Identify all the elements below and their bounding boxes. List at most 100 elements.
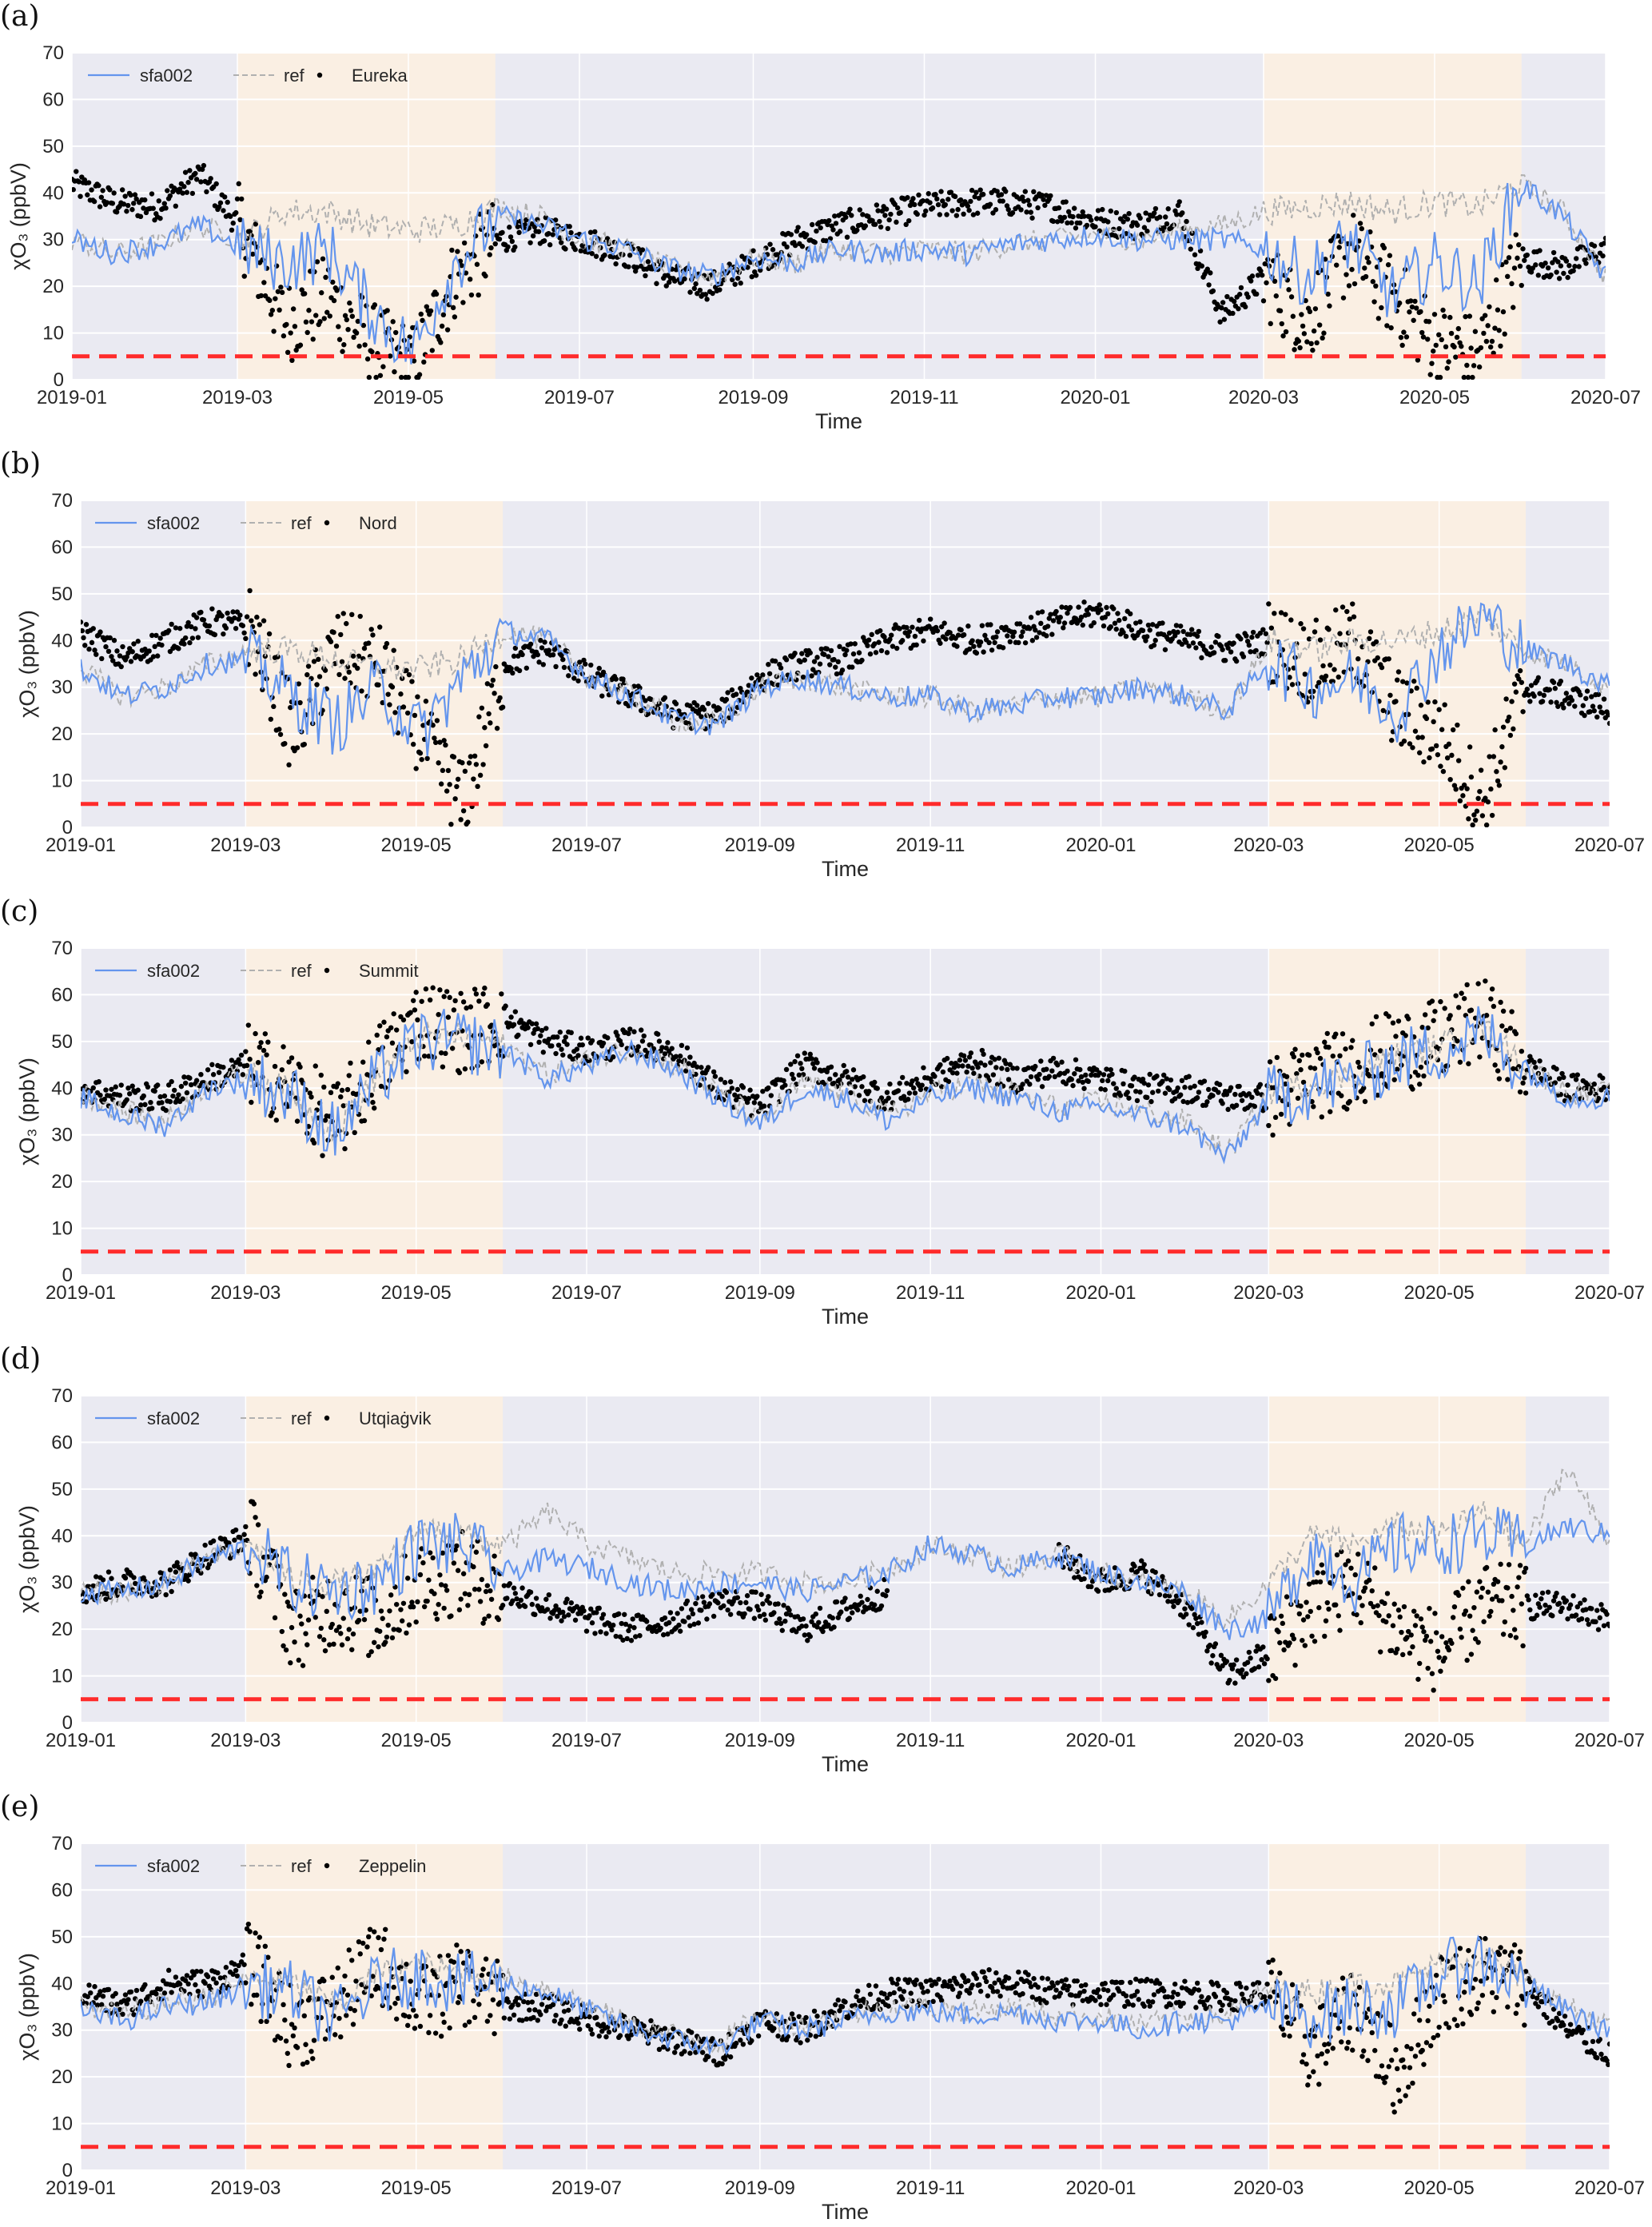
obs-point (809, 1619, 814, 1624)
obs-point (1308, 341, 1314, 347)
obs-point (1035, 610, 1041, 616)
obs-point (1471, 812, 1477, 818)
obs-point (286, 2062, 292, 2069)
obs-point (171, 1087, 177, 1094)
obs-point (948, 189, 954, 195)
obs-point (527, 1042, 534, 1047)
obs-point (546, 230, 551, 237)
obs-point (1244, 633, 1249, 639)
obs-point (1600, 253, 1606, 259)
obs-point (1224, 1659, 1230, 1664)
obs-point (1495, 778, 1501, 784)
obs-point (1511, 1066, 1516, 1072)
obs-point (890, 643, 896, 649)
obs-point (1523, 1090, 1529, 1096)
obs-point (141, 205, 146, 211)
obs-point (1601, 1623, 1607, 1628)
obs-point (177, 625, 183, 631)
obs-point (125, 202, 131, 209)
obs-point (516, 1604, 523, 1609)
obs-point (387, 1608, 392, 1614)
obs-point (1343, 1562, 1348, 1568)
obs-point (1084, 222, 1090, 229)
obs-point (1509, 281, 1515, 287)
obs-point (1506, 255, 1512, 261)
x-tick-label: 2019-07 (544, 387, 615, 408)
obs-point (468, 292, 475, 298)
obs-point (872, 221, 878, 227)
obs-point (838, 1609, 844, 1615)
obs-point (1344, 1106, 1350, 1112)
obs-point (635, 1044, 641, 1050)
obs-point (1152, 205, 1159, 212)
obs-point (1219, 305, 1224, 311)
obs-point (1292, 1662, 1298, 1668)
obs-point (191, 1972, 197, 1978)
obs-point (1122, 616, 1128, 622)
obs-point (265, 1954, 271, 1960)
obs-point (113, 1084, 118, 1090)
obs-point (1297, 345, 1303, 351)
obs-point (1425, 699, 1431, 705)
y-tick-label: 70 (51, 938, 73, 959)
obs-point (1308, 1065, 1313, 1070)
obs-point (232, 615, 237, 621)
obs-point (885, 225, 891, 232)
obs-point (1498, 999, 1503, 1006)
obs-point (1554, 269, 1559, 275)
obs-point (1101, 1072, 1107, 1078)
obs-point (1362, 265, 1367, 271)
obs-point (288, 704, 293, 711)
obs-point (505, 1999, 512, 2005)
obs-point (1080, 1079, 1085, 1086)
obs-point (535, 2018, 541, 2023)
obs-point (1589, 1606, 1594, 1611)
obs-point (783, 657, 790, 663)
obs-point (1563, 1598, 1569, 1604)
obs-point (1411, 317, 1416, 323)
obs-point (1016, 639, 1021, 646)
obs-point (1455, 1038, 1460, 1044)
obs-point (792, 1058, 798, 1065)
obs-point (410, 741, 416, 747)
obs-point (1205, 1086, 1212, 1093)
obs-point (1459, 344, 1464, 349)
obs-point (1188, 627, 1195, 632)
panel-label: (b) (0, 448, 41, 480)
obs-point (494, 725, 500, 731)
obs-point (1366, 260, 1371, 265)
obs-point (499, 991, 504, 997)
obs-point (1199, 1619, 1204, 1625)
obs-point (1547, 1604, 1553, 1611)
obs-point (1175, 629, 1180, 635)
obs-point (320, 1153, 325, 1158)
obs-point (788, 1612, 794, 1618)
obs-point (938, 623, 945, 630)
x-tick-label: 2019-09 (718, 387, 788, 408)
obs-point (848, 1090, 854, 1096)
obs-point (1155, 1088, 1161, 1094)
obs-point (809, 221, 815, 228)
obs-point (550, 232, 555, 237)
obs-point (275, 654, 281, 659)
obs-point (243, 1049, 249, 1054)
obs-point (1144, 1094, 1150, 1101)
obs-point (1151, 642, 1157, 648)
obs-point (1249, 1094, 1255, 1100)
y-tick-label: 10 (51, 771, 73, 792)
obs-point (1224, 293, 1230, 300)
obs-point (496, 236, 503, 242)
obs-point (1358, 1619, 1363, 1626)
obs-point (1260, 273, 1265, 278)
obs-point (564, 1596, 570, 1602)
obs-point (357, 1951, 363, 1957)
obs-point (1410, 745, 1415, 751)
obs-point (1028, 1074, 1034, 1080)
obs-point (1283, 612, 1288, 617)
obs-point (1041, 197, 1046, 202)
obs-point (184, 1973, 190, 1978)
obs-point (1481, 330, 1487, 337)
obs-point (1336, 245, 1342, 250)
obs-point (240, 1072, 246, 1078)
obs-point (1076, 1078, 1081, 1084)
